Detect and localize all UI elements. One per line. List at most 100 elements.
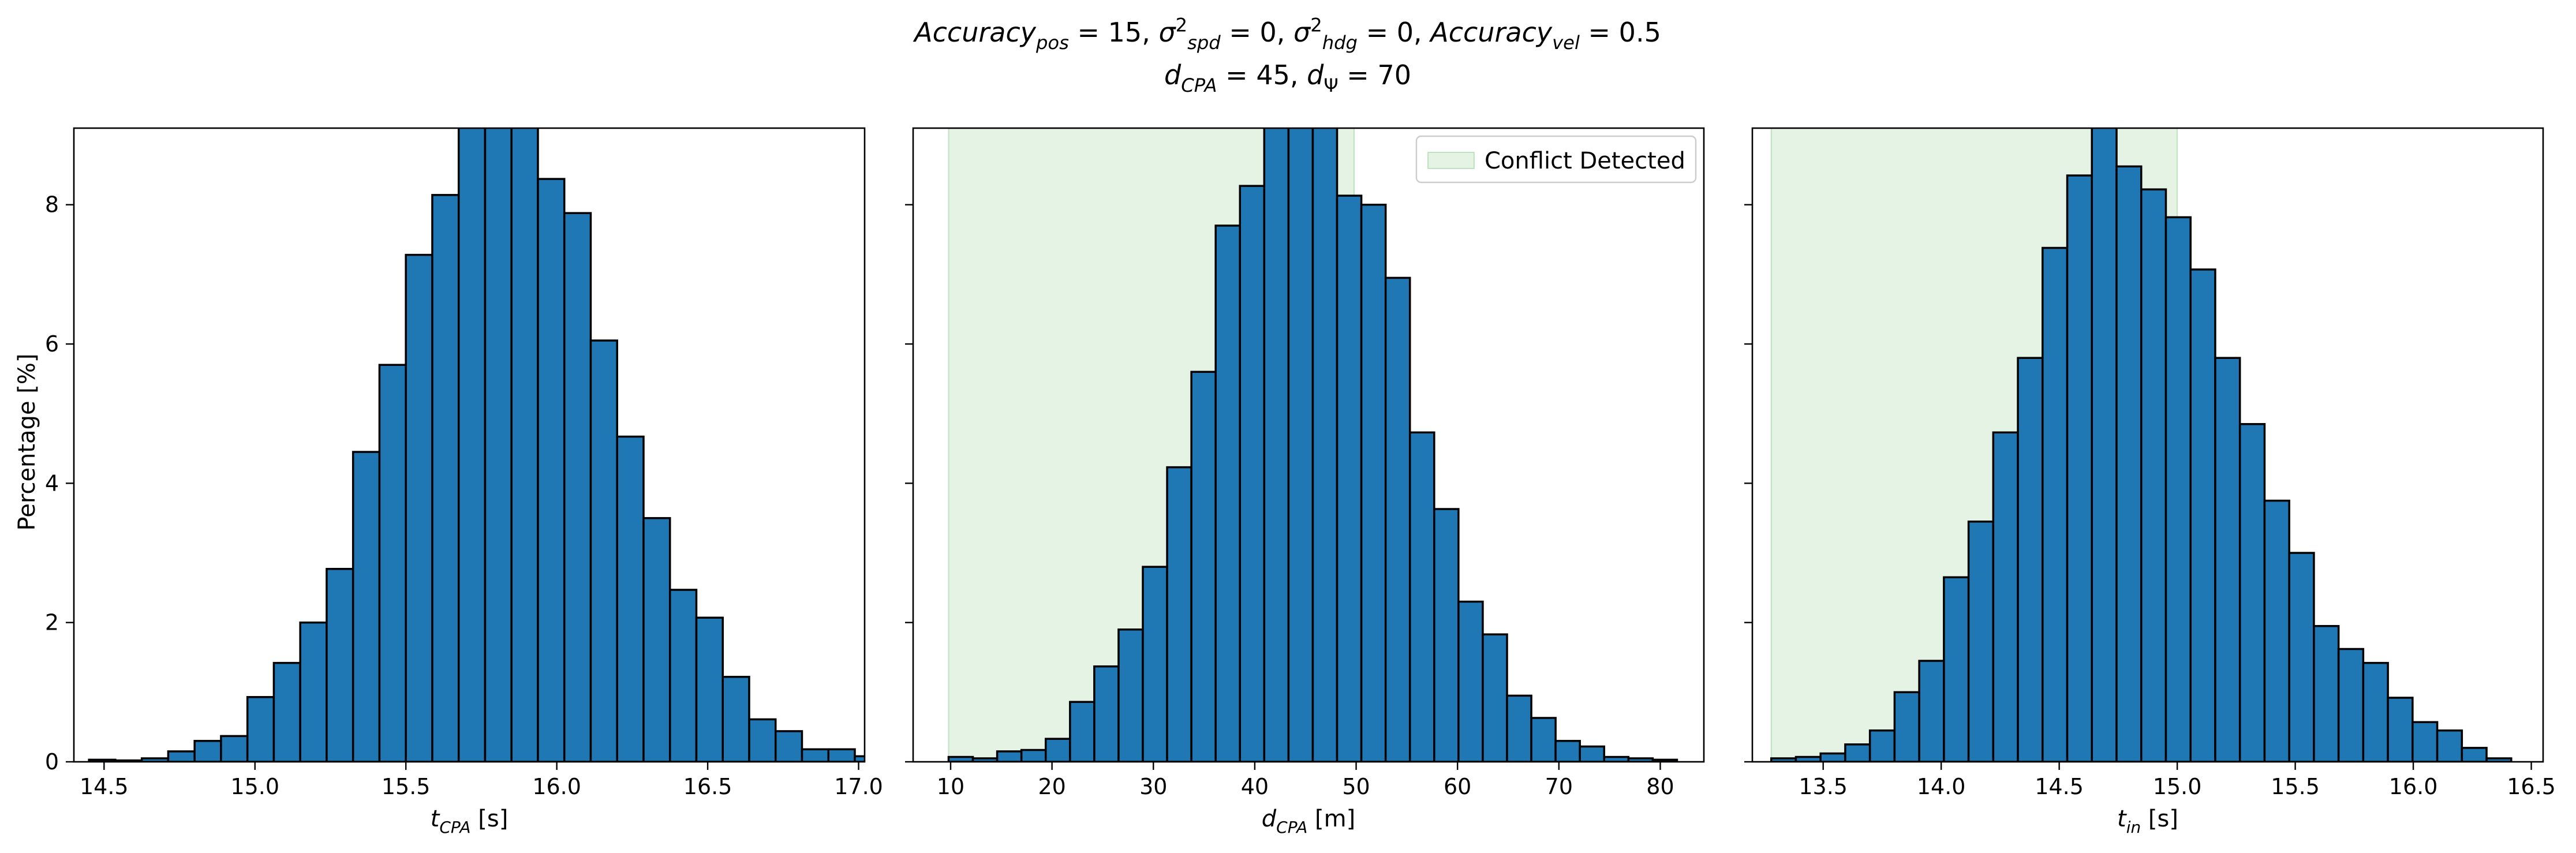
- histogram-bar: [827, 748, 856, 762]
- histogram-bar: [616, 435, 645, 762]
- histogram-bar: [1530, 717, 1557, 762]
- histogram-bar: [1360, 203, 1387, 762]
- legend: Conflict Detected: [1415, 135, 1697, 184]
- histogram-bar: [510, 128, 539, 762]
- x-tick-label: 16.5: [2507, 774, 2556, 799]
- histogram-panel-tin: 13.5 14.0 14.5 15.0 15.5 16.0 16.5 tin [s]: [1744, 127, 2556, 837]
- x-tick-label: 13.5: [1799, 774, 1848, 799]
- x-tick-label: 16.0: [532, 774, 581, 799]
- x-axis-label: dCPA [m]: [1262, 806, 1355, 837]
- histogram-bar: [299, 621, 328, 762]
- histogram-bar: [1093, 665, 1120, 762]
- histogram-bar: [996, 750, 1023, 762]
- histogram-bar: [1579, 745, 1606, 762]
- x-tick-label: 14.5: [2035, 774, 2084, 799]
- axes-frame: [912, 127, 1705, 763]
- plot-area: [947, 128, 1678, 762]
- histogram-bar: [2091, 128, 2118, 762]
- plot-area: [88, 128, 865, 762]
- y-tick-label: 2: [45, 610, 59, 635]
- histogram-bar: [537, 178, 566, 762]
- histogram-bar: [1044, 738, 1071, 762]
- histogram-bar: [2288, 552, 2315, 762]
- x-axis-label: tCPA [s]: [431, 806, 509, 837]
- x-tick-label: 15.5: [2271, 774, 2320, 799]
- histogram-bar: [801, 748, 829, 762]
- x-tick-label: 14.5: [80, 774, 129, 799]
- histogram-bar: [1868, 729, 1896, 762]
- histogram-bar: [1992, 431, 2019, 762]
- histogram-bar: [1239, 185, 1266, 762]
- histogram-bar: [1554, 740, 1581, 762]
- histogram-bar: [2387, 697, 2414, 762]
- histogram-bar: [2412, 721, 2439, 762]
- x-tick-label: 70: [1545, 774, 1573, 799]
- axes-frame: [1751, 127, 2544, 763]
- x-tick-label: 40: [1241, 774, 1269, 799]
- histogram-bar: [721, 676, 750, 762]
- x-tick-label: 80: [1646, 774, 1674, 799]
- histogram-panel-dcpa: 10 20 30 40 50 60 70 80 dCPA [m] Conflict Detecte…: [905, 127, 1705, 837]
- histogram-bar: [431, 194, 460, 762]
- histogram-bar: [1020, 749, 1047, 762]
- histogram-bar: [695, 616, 724, 762]
- histogram-bar: [378, 364, 407, 762]
- histogram-bar: [220, 735, 249, 762]
- histogram-bar: [1819, 752, 1846, 762]
- x-tick-label: 15.0: [2153, 774, 2202, 799]
- histogram-bar: [1117, 628, 1144, 762]
- legend-label: Conflict Detected: [1485, 148, 1685, 174]
- histogram-bar: [1408, 431, 1435, 762]
- histogram-bar: [405, 253, 433, 762]
- histogram-bar: [1893, 691, 1920, 762]
- histogram-bar: [167, 750, 196, 762]
- histogram-bar: [2042, 246, 2069, 762]
- histogram-bar: [2189, 268, 2216, 762]
- histogram-bar: [1918, 660, 1945, 762]
- figure-title-line-2: dCPA = 45, dΨ = 70: [1164, 59, 1411, 96]
- histogram-bar: [1384, 276, 1411, 762]
- y-tick-label: 6: [45, 331, 59, 357]
- histogram-bar: [2337, 648, 2365, 762]
- histogram-bar: [2436, 729, 2463, 762]
- histogram-bar: [1190, 371, 1217, 762]
- x-tick-label: 50: [1342, 774, 1370, 799]
- histogram-bar: [642, 517, 671, 762]
- histogram-bar: [326, 568, 354, 762]
- histogram-bar: [457, 128, 487, 762]
- histogram-bar: [2362, 661, 2389, 762]
- histogram-bar: [484, 128, 513, 762]
- histogram-bar: [1336, 194, 1363, 762]
- histogram-panel-tcpa: 14.5 15.0 15.5 16.0 16.5 17.0 0 2 4 6 8 tCPA [s]: [45, 127, 883, 837]
- histogram-bar: [2313, 624, 2340, 762]
- histogram-bar: [2140, 188, 2167, 762]
- histogram-bar: [272, 661, 301, 762]
- y-axis-label: Percentage [%]: [14, 354, 40, 531]
- x-tick-label: 30: [1139, 774, 1167, 799]
- x-tick-label: 15.5: [382, 774, 431, 799]
- histogram-bar: [1263, 128, 1290, 762]
- x-tick-label: 20: [1038, 774, 1065, 799]
- histogram-bar: [748, 718, 777, 762]
- histogram-bar: [1482, 633, 1508, 762]
- histogram-bar: [589, 339, 618, 762]
- x-tick-label: 15.0: [230, 774, 279, 799]
- y-tick-label: 8: [45, 192, 59, 218]
- histogram-bar: [1943, 576, 1970, 762]
- histogram-bar: [1967, 520, 1995, 762]
- histogram-bar: [1433, 508, 1460, 762]
- histogram-bar: [2066, 174, 2093, 762]
- x-axis-label: tin [s]: [2117, 806, 2178, 837]
- histogram-bar: [246, 696, 275, 762]
- y-tick-label: 4: [45, 470, 59, 496]
- histogram-bar: [1287, 128, 1314, 762]
- x-tick-label: 16.0: [2389, 774, 2438, 799]
- histogram-bar: [1142, 566, 1168, 762]
- histogram-bar: [1311, 128, 1339, 762]
- histogram-bar: [2238, 423, 2266, 762]
- x-tick-label: 60: [1444, 774, 1471, 799]
- histogram-bar: [774, 730, 803, 762]
- histogram-bar: [1214, 225, 1242, 762]
- x-tick-label: 17.0: [834, 774, 883, 799]
